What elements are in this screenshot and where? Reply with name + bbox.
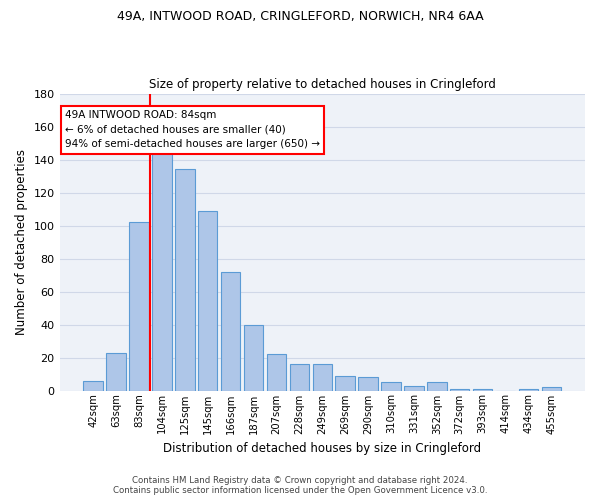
X-axis label: Distribution of detached houses by size in Cringleford: Distribution of detached houses by size … bbox=[163, 442, 481, 455]
Bar bbox=[473, 389, 493, 390]
Bar bbox=[106, 352, 126, 391]
Bar bbox=[519, 389, 538, 390]
Bar bbox=[290, 364, 309, 390]
Bar bbox=[381, 382, 401, 390]
Bar bbox=[358, 378, 378, 390]
Bar bbox=[244, 324, 263, 390]
Text: 49A INTWOOD ROAD: 84sqm
← 6% of detached houses are smaller (40)
94% of semi-det: 49A INTWOOD ROAD: 84sqm ← 6% of detached… bbox=[65, 110, 320, 150]
Text: Contains HM Land Registry data © Crown copyright and database right 2024.
Contai: Contains HM Land Registry data © Crown c… bbox=[113, 476, 487, 495]
Bar bbox=[335, 376, 355, 390]
Bar bbox=[221, 272, 241, 390]
Text: 49A, INTWOOD ROAD, CRINGLEFORD, NORWICH, NR4 6AA: 49A, INTWOOD ROAD, CRINGLEFORD, NORWICH,… bbox=[116, 10, 484, 23]
Bar bbox=[404, 386, 424, 390]
Bar bbox=[427, 382, 446, 390]
Bar bbox=[267, 354, 286, 391]
Bar bbox=[542, 387, 561, 390]
Bar bbox=[152, 150, 172, 390]
Bar bbox=[198, 210, 217, 390]
Title: Size of property relative to detached houses in Cringleford: Size of property relative to detached ho… bbox=[149, 78, 496, 91]
Bar bbox=[313, 364, 332, 390]
Y-axis label: Number of detached properties: Number of detached properties bbox=[15, 149, 28, 335]
Bar bbox=[129, 222, 149, 390]
Bar bbox=[175, 170, 194, 390]
Bar bbox=[83, 380, 103, 390]
Bar bbox=[450, 389, 469, 390]
